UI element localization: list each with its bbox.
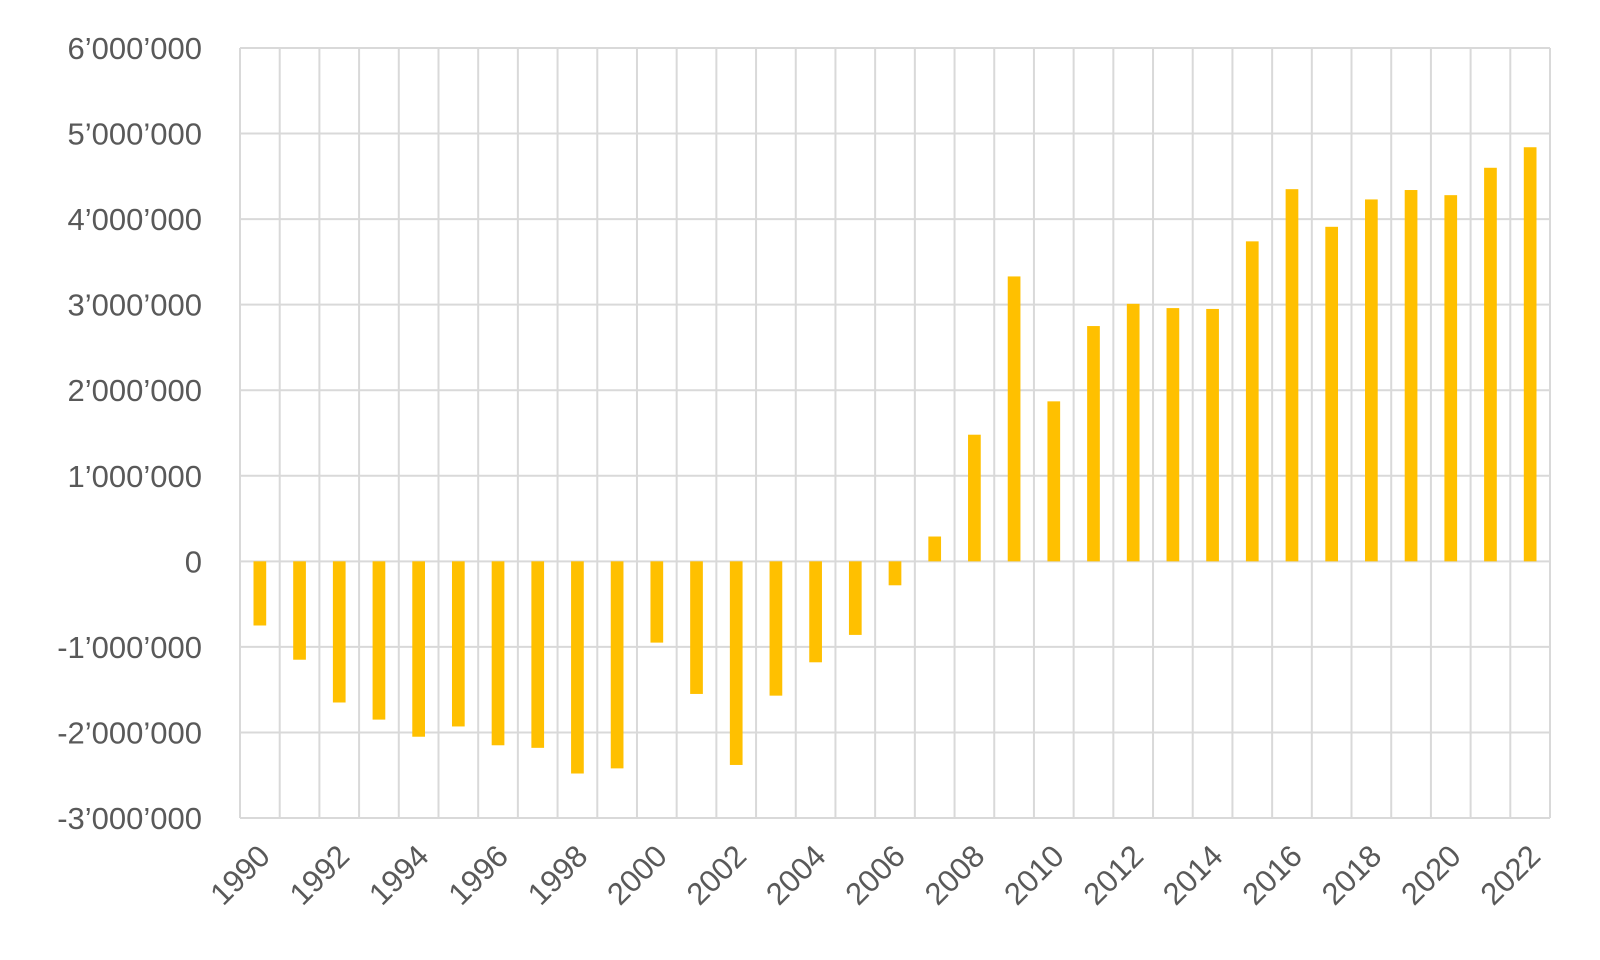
x-tick-label: 2000: [600, 838, 674, 912]
bar-2017: [1325, 226, 1339, 562]
x-tick-label: 1994: [362, 838, 436, 912]
bar-2005: [848, 561, 862, 635]
y-tick-label: 5’000’000: [68, 117, 202, 152]
x-tick-label: 2018: [1315, 838, 1389, 912]
x-tick-label: 1992: [283, 838, 357, 912]
y-axis-tick-labels: -3’000’000 -2’000’000 -1’000’000 0 1’000’000…: [57, 31, 202, 836]
x-tick-label: 2008: [918, 838, 992, 912]
bar-1993: [372, 561, 386, 720]
bar-2009: [1007, 276, 1021, 562]
bar-2019: [1404, 190, 1418, 562]
y-tick-label: 4’000’000: [68, 202, 202, 237]
bar-2012: [1126, 303, 1140, 562]
x-tick-label: 2002: [680, 838, 754, 912]
bar-2002: [729, 561, 743, 765]
x-tick-label: 2014: [1156, 838, 1230, 912]
bar-2007: [928, 536, 942, 562]
gridlines: [239, 47, 1551, 819]
y-tick-label: -1’000’000: [57, 630, 202, 665]
bar-2010: [1047, 401, 1061, 562]
y-tick-label: 6’000’000: [68, 31, 202, 66]
x-tick-label: 1996: [441, 838, 515, 912]
bar-2011: [1087, 326, 1100, 562]
bar-1992: [332, 561, 346, 703]
bar-2020: [1444, 195, 1458, 562]
x-tick-label: 1990: [203, 838, 277, 912]
y-tick-label: -2’000’000: [57, 715, 202, 750]
y-tick-label: 1’000’000: [68, 459, 202, 494]
bar-2015: [1245, 241, 1259, 562]
bar-1997: [531, 561, 545, 748]
x-tick-label: 2012: [1077, 838, 1151, 912]
bar-2003: [769, 561, 783, 696]
x-tick-label: 2004: [759, 838, 833, 912]
bar-1998: [571, 561, 584, 774]
bar-2000: [650, 561, 664, 643]
bar-2004: [809, 561, 822, 663]
x-tick-label: 2006: [838, 838, 912, 912]
y-tick-label: 0: [185, 544, 202, 579]
bar-1990: [253, 561, 267, 626]
x-tick-label: 2010: [997, 838, 1071, 912]
y-tick-label: -3’000’000: [57, 801, 202, 836]
bar-1996: [491, 561, 505, 746]
bar-2001: [690, 561, 703, 694]
bar-2016: [1285, 189, 1299, 562]
x-axis-tick-labels: 1990 1992 1994 1996 1998 2000 2002 2004 2006 2008…: [203, 838, 1547, 912]
x-tick-label: 1998: [521, 838, 595, 912]
bar-2008: [968, 434, 981, 562]
bar-2014: [1206, 308, 1219, 562]
bar-2013: [1166, 308, 1180, 562]
bar-1999: [610, 561, 624, 769]
bar-1995: [451, 561, 465, 727]
y-tick-label: 3’000’000: [68, 288, 202, 323]
bar-2006: [888, 561, 902, 586]
bar-1994: [412, 561, 425, 737]
bar-2018: [1365, 199, 1378, 562]
bar-2021: [1484, 167, 1497, 562]
bar-1991: [293, 561, 306, 660]
y-tick-label: 2’000’000: [68, 373, 202, 408]
x-tick-label: 2020: [1394, 838, 1468, 912]
bars: [253, 147, 1537, 774]
x-tick-label: 2022: [1474, 838, 1548, 912]
x-tick-label: 2016: [1235, 838, 1309, 912]
bar-2022: [1523, 147, 1537, 562]
